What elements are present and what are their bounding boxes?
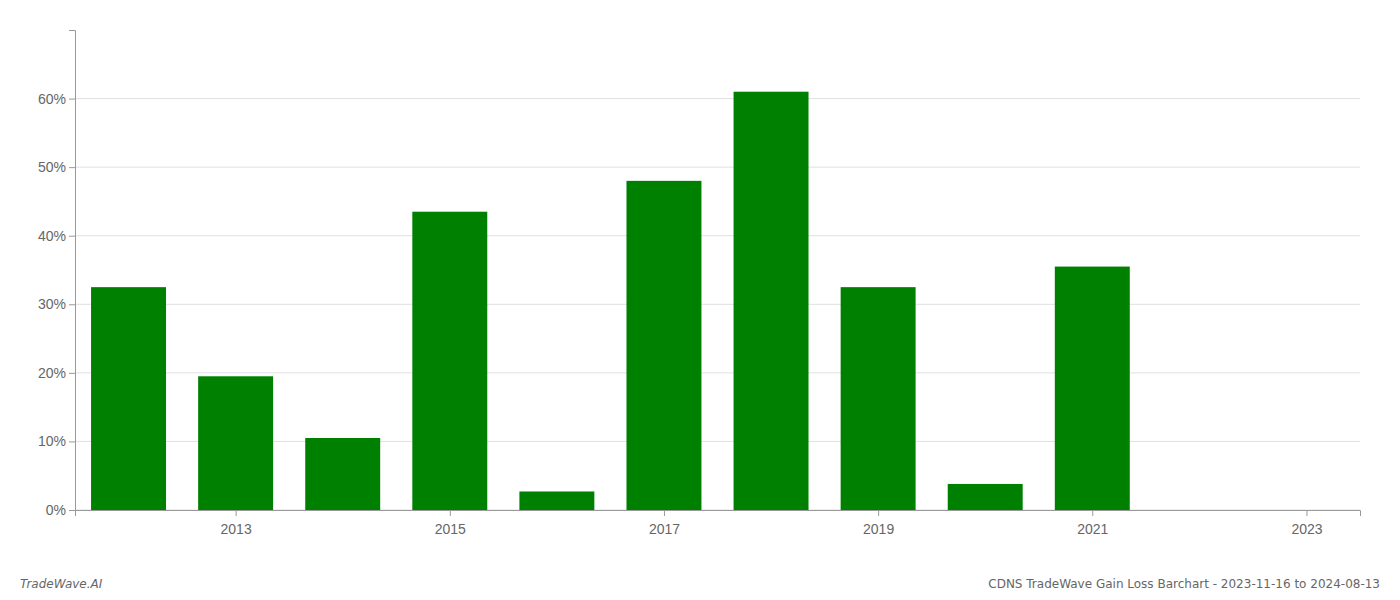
y-tick-mark xyxy=(69,167,75,168)
grid-line xyxy=(75,372,1360,373)
x-tick-mark xyxy=(450,510,451,516)
y-tick-label: 0% xyxy=(46,502,66,518)
x-tick-mark xyxy=(1092,510,1093,516)
plot: 2013 2015 2017 2019 2021 2023 0% 10% 20% 30% 40% 50… xyxy=(38,31,1361,537)
y-tick-mark xyxy=(69,99,75,100)
x-tick-label: 2019 xyxy=(863,521,894,537)
y-axis: 0% 10% 20% 30% 40% 50% 60% xyxy=(38,31,76,518)
y-tick-label: 60% xyxy=(38,91,66,107)
x-tick-label: 2013 xyxy=(221,521,252,537)
grid-line xyxy=(75,235,1360,236)
y-tick: 40% xyxy=(38,228,75,244)
y-tick: 0% xyxy=(46,502,75,518)
y-tick-label: 40% xyxy=(38,228,66,244)
x-tick-mark xyxy=(1306,510,1307,516)
bar xyxy=(1055,267,1130,510)
y-tick: 50% xyxy=(38,159,75,175)
y-tick: 10% xyxy=(38,433,75,449)
grid-line xyxy=(75,167,1360,168)
x-tick-mark xyxy=(878,510,879,516)
bar xyxy=(412,212,487,510)
x-tick-label: 2015 xyxy=(435,521,466,537)
x-tick-mark xyxy=(236,510,237,516)
y-tick: 20% xyxy=(38,365,75,381)
bar xyxy=(626,181,701,510)
y-tick-label: 10% xyxy=(38,433,66,449)
y-tick-mark xyxy=(69,304,75,305)
footer-right: CDNS TradeWave Gain Loss Barchart - 2023… xyxy=(988,577,1380,591)
grid-line xyxy=(75,98,1360,99)
bars xyxy=(91,92,1130,510)
y-tick-mark xyxy=(69,510,75,511)
grid-line xyxy=(75,304,1360,305)
x-tick: 2017 xyxy=(649,510,680,537)
x-tick: 2015 xyxy=(435,510,466,537)
y-tick-label: 50% xyxy=(38,159,66,175)
y-tick-label: 20% xyxy=(38,365,66,381)
bar xyxy=(198,376,273,510)
bar xyxy=(734,92,809,510)
x-tick: 2013 xyxy=(221,510,252,537)
bar xyxy=(948,484,1023,510)
bar xyxy=(305,438,380,510)
bar xyxy=(1162,510,1237,511)
bar xyxy=(91,287,166,510)
chart: 2013 2015 2017 2019 2021 2023 0% 10% 20% 30% 40% 50… xyxy=(0,0,1400,600)
x-axis: 2013 2015 2017 2019 2021 2023 xyxy=(76,510,1361,537)
x-tick-label: 2017 xyxy=(649,521,680,537)
y-tick-mark xyxy=(69,441,75,442)
footer-left: TradeWave.AI xyxy=(20,577,103,591)
x-axis-line xyxy=(76,511,1361,517)
y-tick-mark xyxy=(69,373,75,374)
bar xyxy=(519,491,594,510)
y-tick-mark xyxy=(69,236,75,237)
x-tick-label: 2021 xyxy=(1077,521,1108,537)
grid xyxy=(75,99,1360,510)
y-tick: 60% xyxy=(38,91,75,107)
y-tick-label: 30% xyxy=(38,296,66,312)
x-tick: 2023 xyxy=(1291,510,1322,537)
x-tick-label: 2023 xyxy=(1291,521,1322,537)
x-tick: 2021 xyxy=(1077,510,1108,537)
x-tick: 2019 xyxy=(863,510,894,537)
bar xyxy=(841,287,916,510)
y-axis-line xyxy=(69,31,76,511)
x-tick-mark xyxy=(664,510,665,516)
y-tick: 30% xyxy=(38,296,75,312)
